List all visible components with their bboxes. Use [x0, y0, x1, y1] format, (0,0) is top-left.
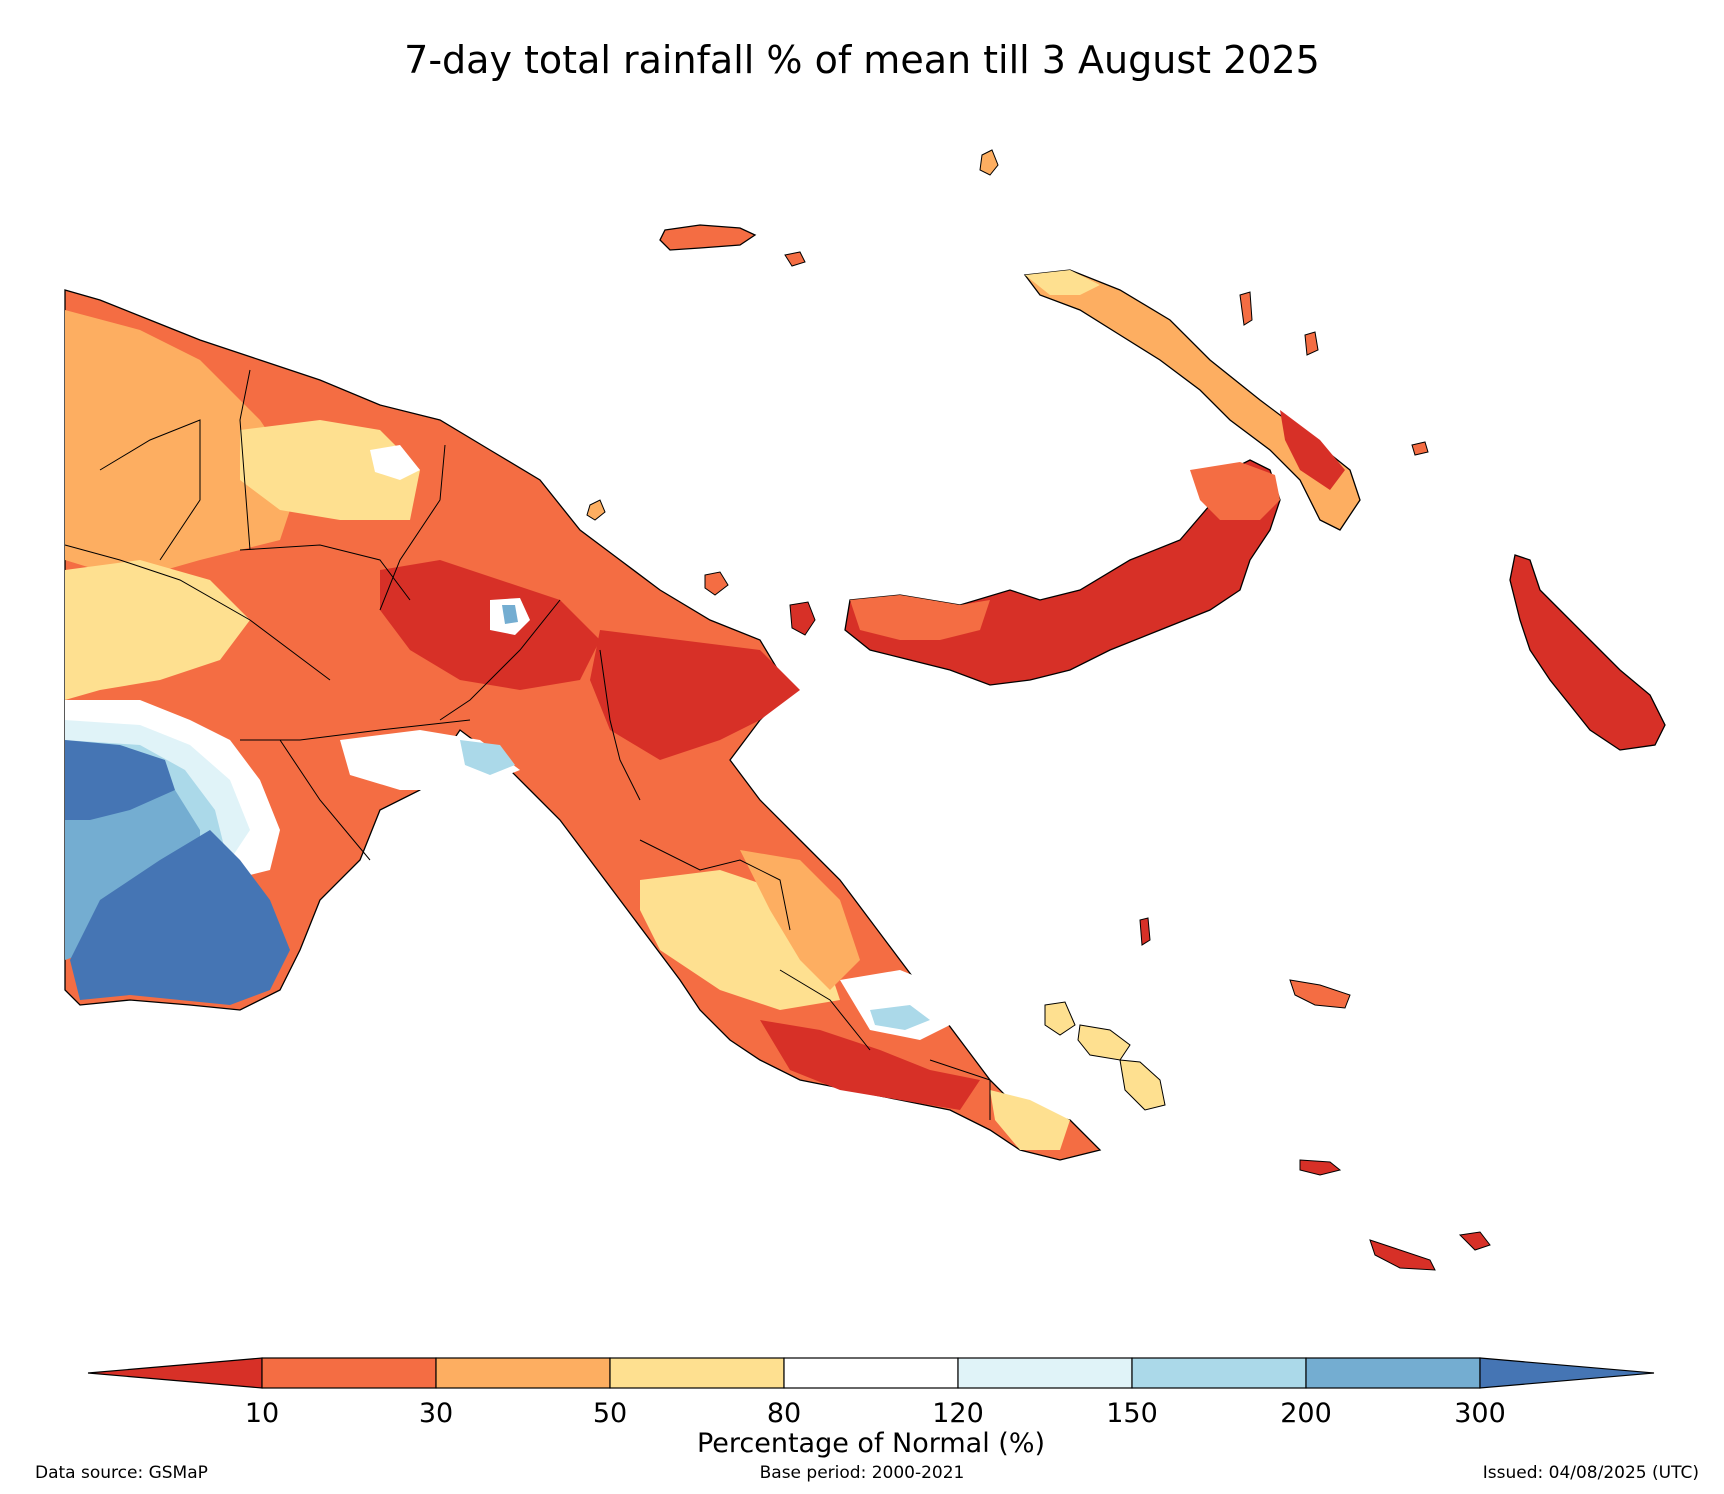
island-karkar	[586, 499, 606, 521]
tick-label: 50	[593, 1398, 627, 1429]
small-islands	[586, 149, 1491, 1271]
island-woodlark	[1289, 979, 1351, 1009]
new-ireland-shape	[1023, 269, 1361, 531]
colorbar-seg-150-200	[1131, 1357, 1307, 1389]
new-britain-orange	[850, 595, 990, 640]
colorbar-seg-200-300	[1305, 1357, 1481, 1389]
boundary-10	[639, 839, 791, 931]
island-wuvulu	[979, 149, 999, 176]
island-dentrecasteaux-1	[1044, 1001, 1076, 1036]
colorbar-seg-120-150	[957, 1357, 1133, 1389]
boundary-11	[779, 969, 871, 1051]
zone-oro-blue	[870, 1005, 930, 1030]
boundary-6	[599, 649, 641, 801]
zone-morobe-red	[590, 630, 800, 760]
island-sudest	[1369, 1239, 1436, 1271]
colorbar-seg-30-50	[435, 1357, 611, 1389]
island-rossel	[1458, 1231, 1491, 1251]
zone-center-blue-dot	[502, 605, 518, 624]
new-ireland	[1023, 269, 1361, 531]
tick-label: 200	[1280, 1398, 1332, 1429]
zone-central-red	[760, 1020, 980, 1110]
boundary-2	[99, 419, 201, 561]
colorbar-seg-80-120	[783, 1357, 959, 1389]
bougainville-shape	[1509, 554, 1666, 751]
zone-milne-yellow	[990, 1090, 1070, 1150]
tick-label: 300	[1454, 1398, 1506, 1429]
boundary-9	[279, 739, 371, 861]
base-period: Base period: 2000-2021	[759, 1463, 965, 1483]
boundary-5	[379, 444, 446, 611]
colorbar-seg-10-30	[261, 1357, 437, 1389]
bougainville	[1509, 554, 1666, 751]
colorbar-arrow-high	[1479, 1357, 1655, 1389]
colorbar-arrow-low	[87, 1357, 263, 1389]
boundary-8	[240, 719, 471, 741]
data-source: Data source: GSMaP	[35, 1463, 208, 1483]
colorbar-seg-50-80	[609, 1357, 785, 1389]
tick-label: 10	[245, 1398, 279, 1429]
tick-label: 30	[419, 1398, 453, 1429]
zone-west-yellow	[65, 560, 250, 700]
island-umboi	[789, 601, 816, 636]
zone-north-yellow	[240, 420, 420, 520]
tick-label: 80	[767, 1398, 801, 1429]
zone-southwest-darkblue	[65, 740, 175, 820]
boundary-7	[439, 599, 561, 721]
map-title: 7-day total rainfall % of mean till 3 Au…	[404, 38, 1320, 82]
manus	[659, 224, 806, 267]
tick-label: 120	[932, 1398, 984, 1429]
zone-north-white	[370, 445, 420, 480]
new-ireland-south-red	[1280, 410, 1345, 490]
manus-small	[784, 251, 806, 267]
province-boundaries	[64, 369, 991, 1120]
colorbar-label: Percentage of Normal (%)	[697, 1428, 1045, 1459]
new-ireland-north-yellow	[1025, 270, 1100, 295]
boundary-1	[64, 544, 331, 681]
zone-oro-white	[840, 970, 960, 1040]
island-long	[704, 571, 729, 596]
manus-shape	[659, 224, 757, 251]
issued-date: Issued: 04/08/2025 (UTC)	[1482, 1463, 1699, 1483]
zone-southeast-orange	[740, 850, 860, 990]
boundary-4	[239, 369, 251, 551]
island-trobriand	[1139, 917, 1151, 946]
boundary-3	[239, 544, 411, 601]
island-dentrecasteaux-2	[1077, 1024, 1131, 1061]
island-tabar	[1239, 291, 1253, 326]
colorbar: 10 30 50 80 120 150 200 300 Percentage o…	[87, 1357, 1655, 1459]
boundary-12	[929, 1059, 991, 1120]
rainfall-zones	[65, 310, 1070, 1150]
island-feni	[1411, 441, 1429, 456]
zone-highlands-orange	[65, 310, 300, 580]
zone-south-darkblue	[70, 830, 290, 1005]
island-fergusson	[1119, 1059, 1166, 1111]
island-lihir	[1304, 331, 1319, 356]
new-britain-east-orange	[1190, 462, 1280, 520]
zone-central-lightblue	[460, 740, 515, 775]
new-britain	[844, 459, 1281, 686]
tick-label: 150	[1106, 1398, 1158, 1429]
island-misima	[1299, 1159, 1342, 1176]
colorbar-ticks: 10 30 50 80 120 150 200 300	[245, 1398, 1506, 1429]
